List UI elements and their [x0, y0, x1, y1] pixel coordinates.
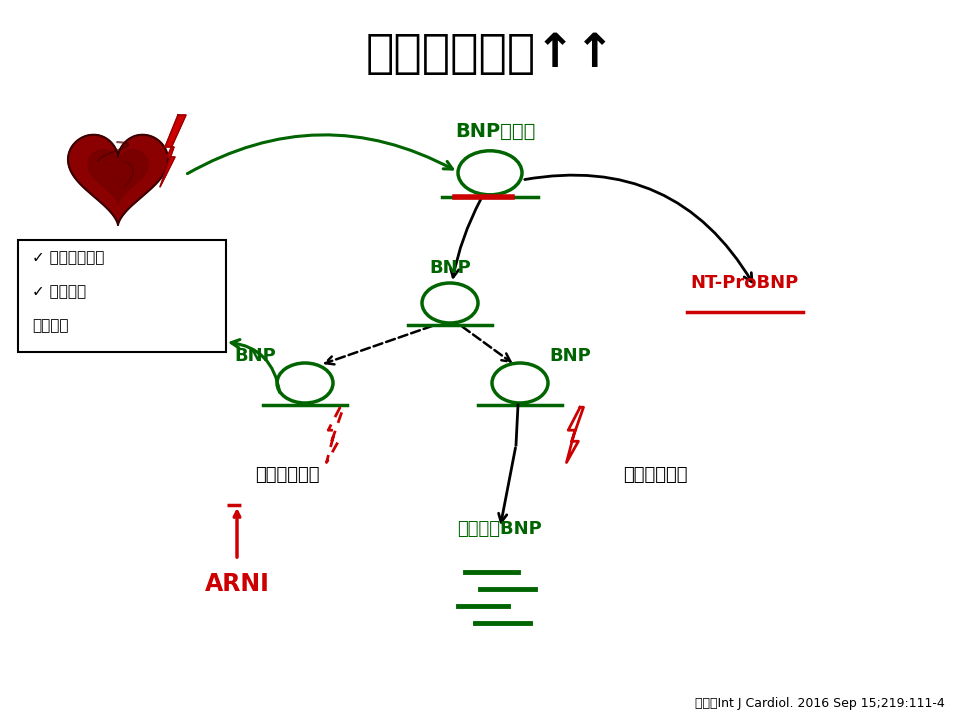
Text: BNP前駆体: BNP前駆体: [455, 122, 535, 141]
Text: BNP: BNP: [234, 347, 276, 365]
Text: ネプライシン: ネプライシン: [254, 466, 320, 484]
Text: BNP: BNP: [429, 259, 470, 277]
Text: BNP: BNP: [549, 347, 590, 365]
Text: 不活性化BNP: 不活性化BNP: [458, 520, 542, 538]
FancyArrowPatch shape: [325, 326, 432, 364]
Text: ✓ 血管拡張作用: ✓ 血管拡張作用: [32, 251, 105, 266]
Text: NT-ProBNP: NT-ProBNP: [691, 274, 799, 292]
Text: ✓ 利尿作用: ✓ 利尿作用: [32, 284, 86, 300]
FancyArrowPatch shape: [450, 199, 481, 277]
FancyArrowPatch shape: [463, 327, 511, 361]
FancyBboxPatch shape: [18, 240, 226, 352]
FancyArrowPatch shape: [231, 340, 279, 392]
FancyArrowPatch shape: [187, 135, 452, 174]
FancyArrowPatch shape: [525, 175, 752, 282]
Polygon shape: [68, 135, 168, 225]
Text: ネプライシン: ネプライシン: [623, 466, 687, 484]
Polygon shape: [160, 115, 186, 187]
FancyArrowPatch shape: [498, 448, 516, 522]
Text: など: など: [32, 318, 68, 333]
Text: 左心室充満圧↑↑: 左心室充満圧↑↑: [365, 32, 614, 77]
Polygon shape: [88, 150, 148, 204]
Text: 参考：Int J Cardiol. 2016 Sep 15;219:111-4: 参考：Int J Cardiol. 2016 Sep 15;219:111-4: [695, 697, 945, 710]
Text: ARNI: ARNI: [204, 572, 270, 596]
